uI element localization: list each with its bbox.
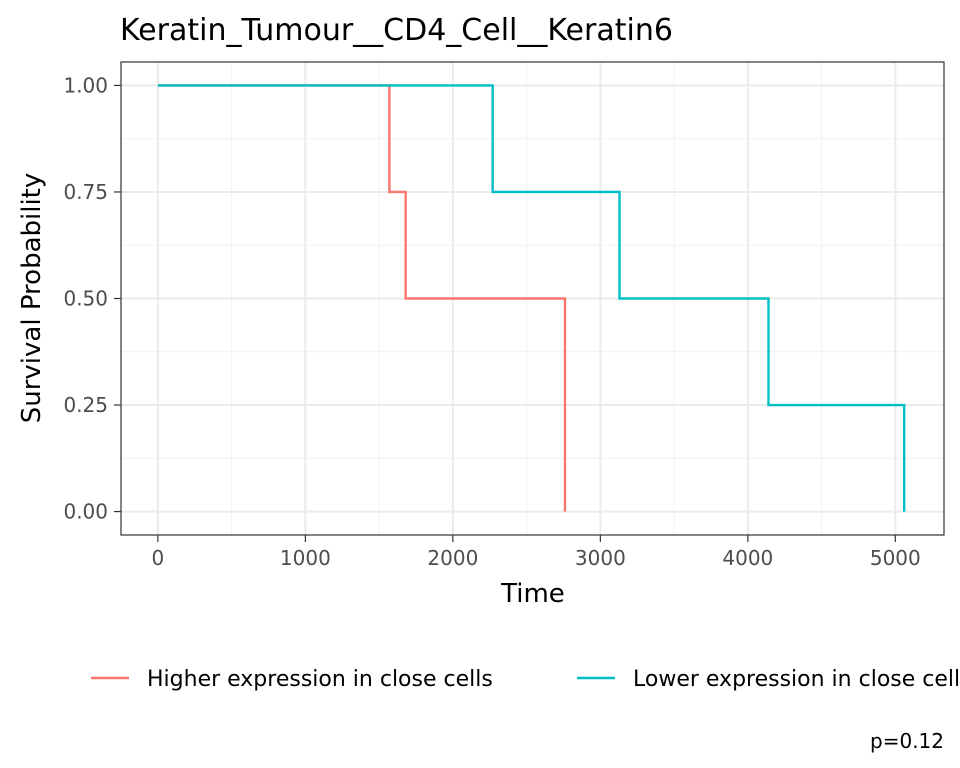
x-axis-title: Time (500, 579, 565, 609)
y-tick-label: 0.50 (63, 287, 108, 311)
legend-items: Higher expression in close cells Lower ex… (91, 667, 960, 692)
x-tick-label: 3000 (575, 546, 626, 570)
y-tick-label: 0.00 (63, 500, 108, 524)
y-tick-label: 0.25 (63, 393, 108, 417)
x-tick-label: 4000 (722, 546, 773, 570)
x-tick-label: 5000 (870, 546, 921, 570)
series-line-2 (157, 84, 906, 512)
legend: Higher expression in close cells Lower ex… (91, 667, 960, 692)
x-tick-label: 2000 (427, 546, 478, 570)
x-tick-label: 0 (152, 546, 165, 570)
p-value-annotation: p=0.12 (870, 729, 944, 753)
plot-series (157, 84, 906, 512)
axes: 0 1000 2000 3000 4000 5000 0.00 0.25 0.50 0.75 1.0… (63, 73, 920, 570)
legend-label-2: Lower expression in close cells (633, 667, 960, 692)
y-tick-label: 0.75 (63, 180, 108, 204)
x-tick-label: 1000 (280, 546, 331, 570)
y-axis-title: Survival Probability (17, 173, 47, 424)
y-tick-label: 1.00 (63, 73, 108, 97)
legend-label-1: Higher expression in close cells (147, 667, 493, 692)
chart-title: Keratin_Tumour__CD4_Cell__Keratin6 (120, 13, 673, 48)
